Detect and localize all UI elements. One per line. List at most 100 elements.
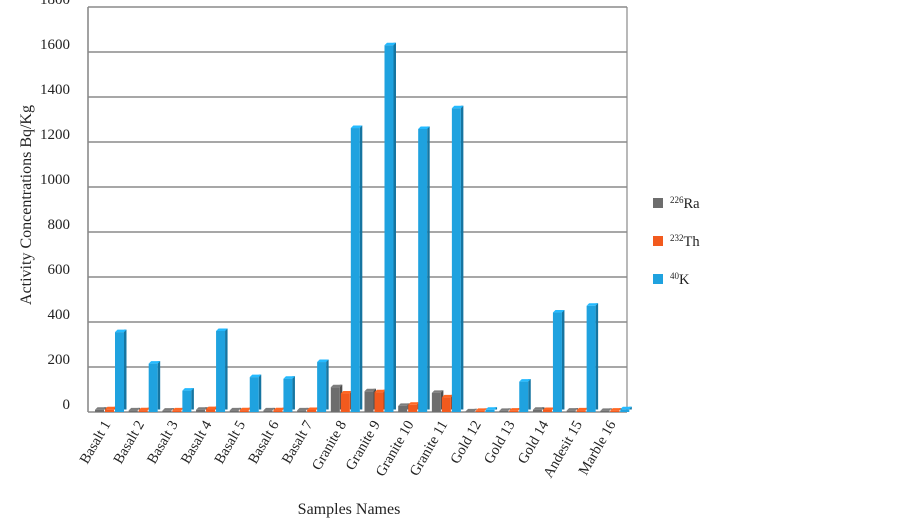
bar-side <box>157 361 161 410</box>
bar <box>128 407 141 412</box>
bar-front <box>519 381 529 412</box>
bar-top <box>398 403 410 406</box>
bar-front <box>297 410 307 412</box>
bar-top <box>330 384 343 388</box>
bar-top <box>206 406 218 410</box>
legend-swatch <box>653 236 663 246</box>
bar-front <box>148 363 158 412</box>
bar <box>610 408 622 412</box>
bar-front <box>451 108 461 412</box>
bar-top <box>519 379 531 382</box>
bar-front <box>408 404 418 412</box>
x-tick-label: Basalt 6 <box>245 418 282 467</box>
bar-top <box>162 408 174 411</box>
bar-top <box>485 407 498 410</box>
bar-top <box>620 406 632 410</box>
bar <box>475 408 488 412</box>
bar <box>364 388 376 412</box>
bar-top <box>576 407 589 411</box>
bar <box>552 310 565 412</box>
x-tick-label: Basalt 1 <box>77 418 114 467</box>
bar-front <box>182 390 192 412</box>
legend-label-sup: 226 <box>670 195 684 205</box>
bar-top <box>600 408 612 411</box>
legend-swatch <box>653 198 663 208</box>
bar <box>249 374 262 412</box>
bar-top <box>499 408 511 411</box>
bar <box>297 407 309 412</box>
y-tick-label: 0 <box>63 397 71 413</box>
x-tick-label: Gold 14 <box>515 417 553 466</box>
bar-top <box>105 406 117 410</box>
bar-top <box>451 105 464 109</box>
bar <box>229 407 242 412</box>
y-tick-label: 800 <box>48 217 71 233</box>
bar-top <box>249 374 262 378</box>
bar-top <box>317 359 329 363</box>
bar-front <box>340 393 350 412</box>
bar <box>499 408 511 412</box>
legend-label-base: K <box>679 272 690 288</box>
bar-front <box>283 378 293 412</box>
bar-side <box>427 126 430 410</box>
bar-front <box>273 410 283 412</box>
bar-side <box>326 359 329 410</box>
bar-front <box>610 410 620 412</box>
bar-front <box>465 411 475 412</box>
bar-top <box>364 388 376 392</box>
bar-front <box>566 410 576 412</box>
bar <box>115 329 127 412</box>
bar-side <box>191 388 194 410</box>
bar-front <box>620 409 630 412</box>
bar <box>263 407 275 412</box>
bar-front <box>576 410 586 412</box>
bar-front <box>485 409 495 412</box>
bar-front <box>263 410 273 412</box>
bar-front <box>128 410 138 412</box>
bar-front <box>475 410 485 412</box>
bar <box>95 407 107 412</box>
bar-top <box>273 407 285 411</box>
bar <box>485 407 498 412</box>
bar-top <box>465 408 478 412</box>
bar-top <box>475 408 488 411</box>
bar <box>162 408 174 412</box>
legend-label-base: Th <box>684 234 701 250</box>
bar-side <box>629 406 632 410</box>
bar <box>465 408 478 412</box>
bar <box>374 389 386 412</box>
bar <box>317 359 329 412</box>
y-tick-label: 600 <box>48 262 71 278</box>
bar-front <box>398 405 408 412</box>
bar <box>441 394 454 412</box>
bar <box>532 407 545 412</box>
bar <box>600 408 612 412</box>
bar <box>330 384 343 412</box>
y-tick-label: 1200 <box>40 127 70 143</box>
bar-front <box>115 332 124 412</box>
bar-top <box>532 407 545 410</box>
bar-front <box>229 410 239 412</box>
bar-top <box>283 376 295 379</box>
bar-front <box>552 312 562 412</box>
y-tick-labels: 0 200 400 600 800 1000 1200 1400 1600 1800 <box>40 0 70 413</box>
bar <box>350 125 363 413</box>
bar-front <box>317 362 327 412</box>
bar <box>566 408 579 412</box>
x-tick-label: Basalt 7 <box>279 418 316 467</box>
x-tick-label: Basalt 3 <box>144 418 181 467</box>
bar-top <box>172 407 184 411</box>
bar <box>206 406 218 412</box>
bar-front <box>509 410 519 412</box>
legend-label: 232Th <box>670 233 700 250</box>
bar-front <box>216 331 226 412</box>
legend-label: 226Ra <box>670 195 700 212</box>
bar-top <box>586 303 599 306</box>
bar-front <box>172 410 182 412</box>
y-tick-label: 200 <box>48 352 71 368</box>
legend-item: 232Th <box>653 233 700 250</box>
bar <box>519 379 531 412</box>
bar-top <box>263 407 275 411</box>
